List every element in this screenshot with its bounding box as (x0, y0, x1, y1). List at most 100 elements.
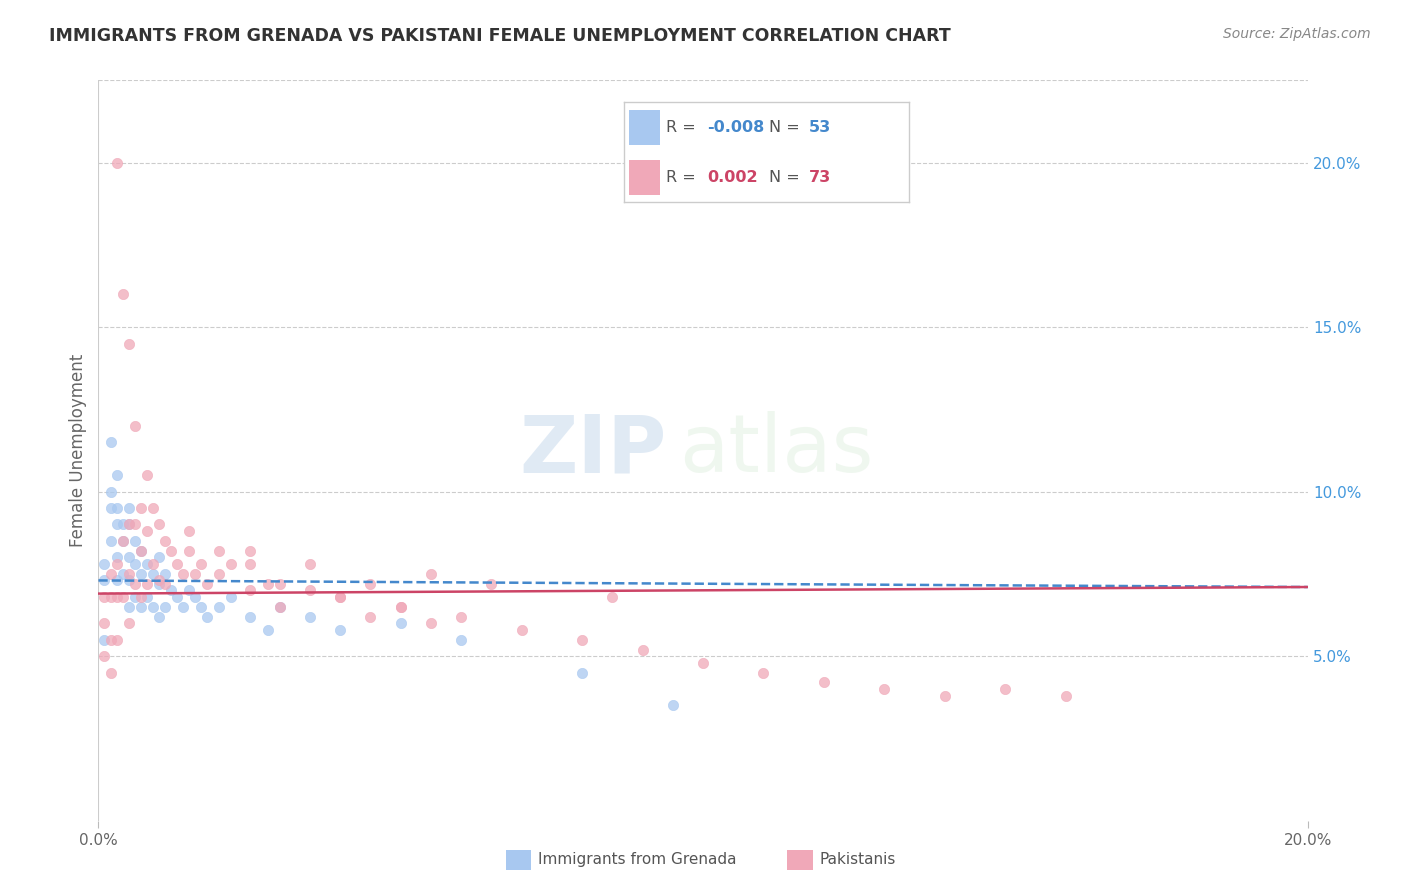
Point (571, 665, 593, 680)
Point (256, 576, 278, 591)
Point (166, 590, 188, 604)
Point (105, 517, 128, 532)
Point (111, 533, 134, 548)
Point (100, 590, 122, 604)
Point (360, 576, 382, 591)
Point (93, 557, 115, 571)
Point (179, 544, 201, 558)
Point (135, 590, 157, 604)
Point (631, 642, 654, 657)
Point (994, 681, 1017, 696)
Point (873, 681, 896, 696)
Point (105, 574, 128, 588)
Point (93, 632, 115, 647)
Point (153, 599, 176, 614)
Point (100, 632, 122, 647)
Point (221, 557, 243, 571)
Point (239, 557, 262, 571)
Point (389, 599, 412, 614)
Point (752, 665, 775, 680)
Point (129, 544, 152, 558)
Point (124, 576, 146, 591)
Point (111, 533, 134, 548)
Point (208, 544, 231, 558)
Point (239, 583, 262, 598)
Point (329, 590, 352, 604)
Point (153, 533, 176, 548)
Point (450, 632, 472, 647)
Text: Source: ZipAtlas.com: Source: ZipAtlas.com (1223, 27, 1371, 41)
Point (148, 609, 170, 624)
Point (129, 544, 152, 558)
Point (661, 698, 683, 713)
Point (389, 616, 412, 631)
Text: ZIP: ZIP (519, 411, 666, 490)
Point (602, 590, 624, 604)
Point (208, 599, 231, 614)
Point (148, 574, 170, 588)
Point (124, 533, 146, 548)
Point (111, 566, 134, 581)
Point (100, 665, 122, 680)
Point (172, 566, 194, 581)
Point (105, 501, 128, 516)
Point (118, 574, 141, 588)
Point (1054, 689, 1077, 703)
Point (142, 599, 165, 614)
Point (256, 623, 278, 637)
Point (135, 557, 157, 571)
Point (160, 544, 183, 558)
Point (93, 590, 115, 604)
Point (510, 623, 533, 637)
Point (153, 566, 176, 581)
Point (184, 566, 207, 581)
Point (118, 566, 141, 581)
Point (269, 576, 291, 591)
Point (100, 501, 122, 516)
Point (221, 590, 243, 604)
Text: atlas: atlas (679, 411, 873, 490)
Point (481, 576, 503, 591)
Point (111, 590, 134, 604)
Point (105, 468, 128, 483)
Point (118, 501, 141, 516)
Point (118, 336, 141, 351)
Point (153, 576, 176, 591)
Point (148, 576, 170, 591)
Point (105, 632, 128, 647)
Point (239, 544, 262, 558)
Point (100, 484, 122, 499)
Point (105, 155, 128, 169)
Text: Pakistanis: Pakistanis (820, 853, 896, 867)
Point (129, 599, 152, 614)
Point (118, 517, 141, 532)
Point (389, 599, 412, 614)
Point (299, 583, 322, 598)
Point (299, 557, 322, 571)
Point (124, 418, 146, 433)
Point (142, 566, 165, 581)
Point (420, 566, 443, 581)
Point (692, 656, 714, 670)
Point (129, 590, 152, 604)
Point (105, 590, 128, 604)
Point (360, 609, 382, 624)
Point (93, 616, 115, 631)
Point (118, 550, 141, 565)
Point (329, 590, 352, 604)
Point (129, 566, 152, 581)
Point (195, 609, 218, 624)
Point (184, 590, 207, 604)
Point (135, 576, 157, 591)
Point (118, 616, 141, 631)
Point (160, 583, 183, 598)
Y-axis label: Female Unemployment: Female Unemployment (69, 354, 87, 547)
Point (166, 557, 188, 571)
Point (934, 689, 956, 703)
Point (269, 599, 291, 614)
Point (179, 583, 201, 598)
Point (195, 576, 218, 591)
Point (124, 590, 146, 604)
Point (124, 517, 146, 532)
Point (105, 550, 128, 565)
